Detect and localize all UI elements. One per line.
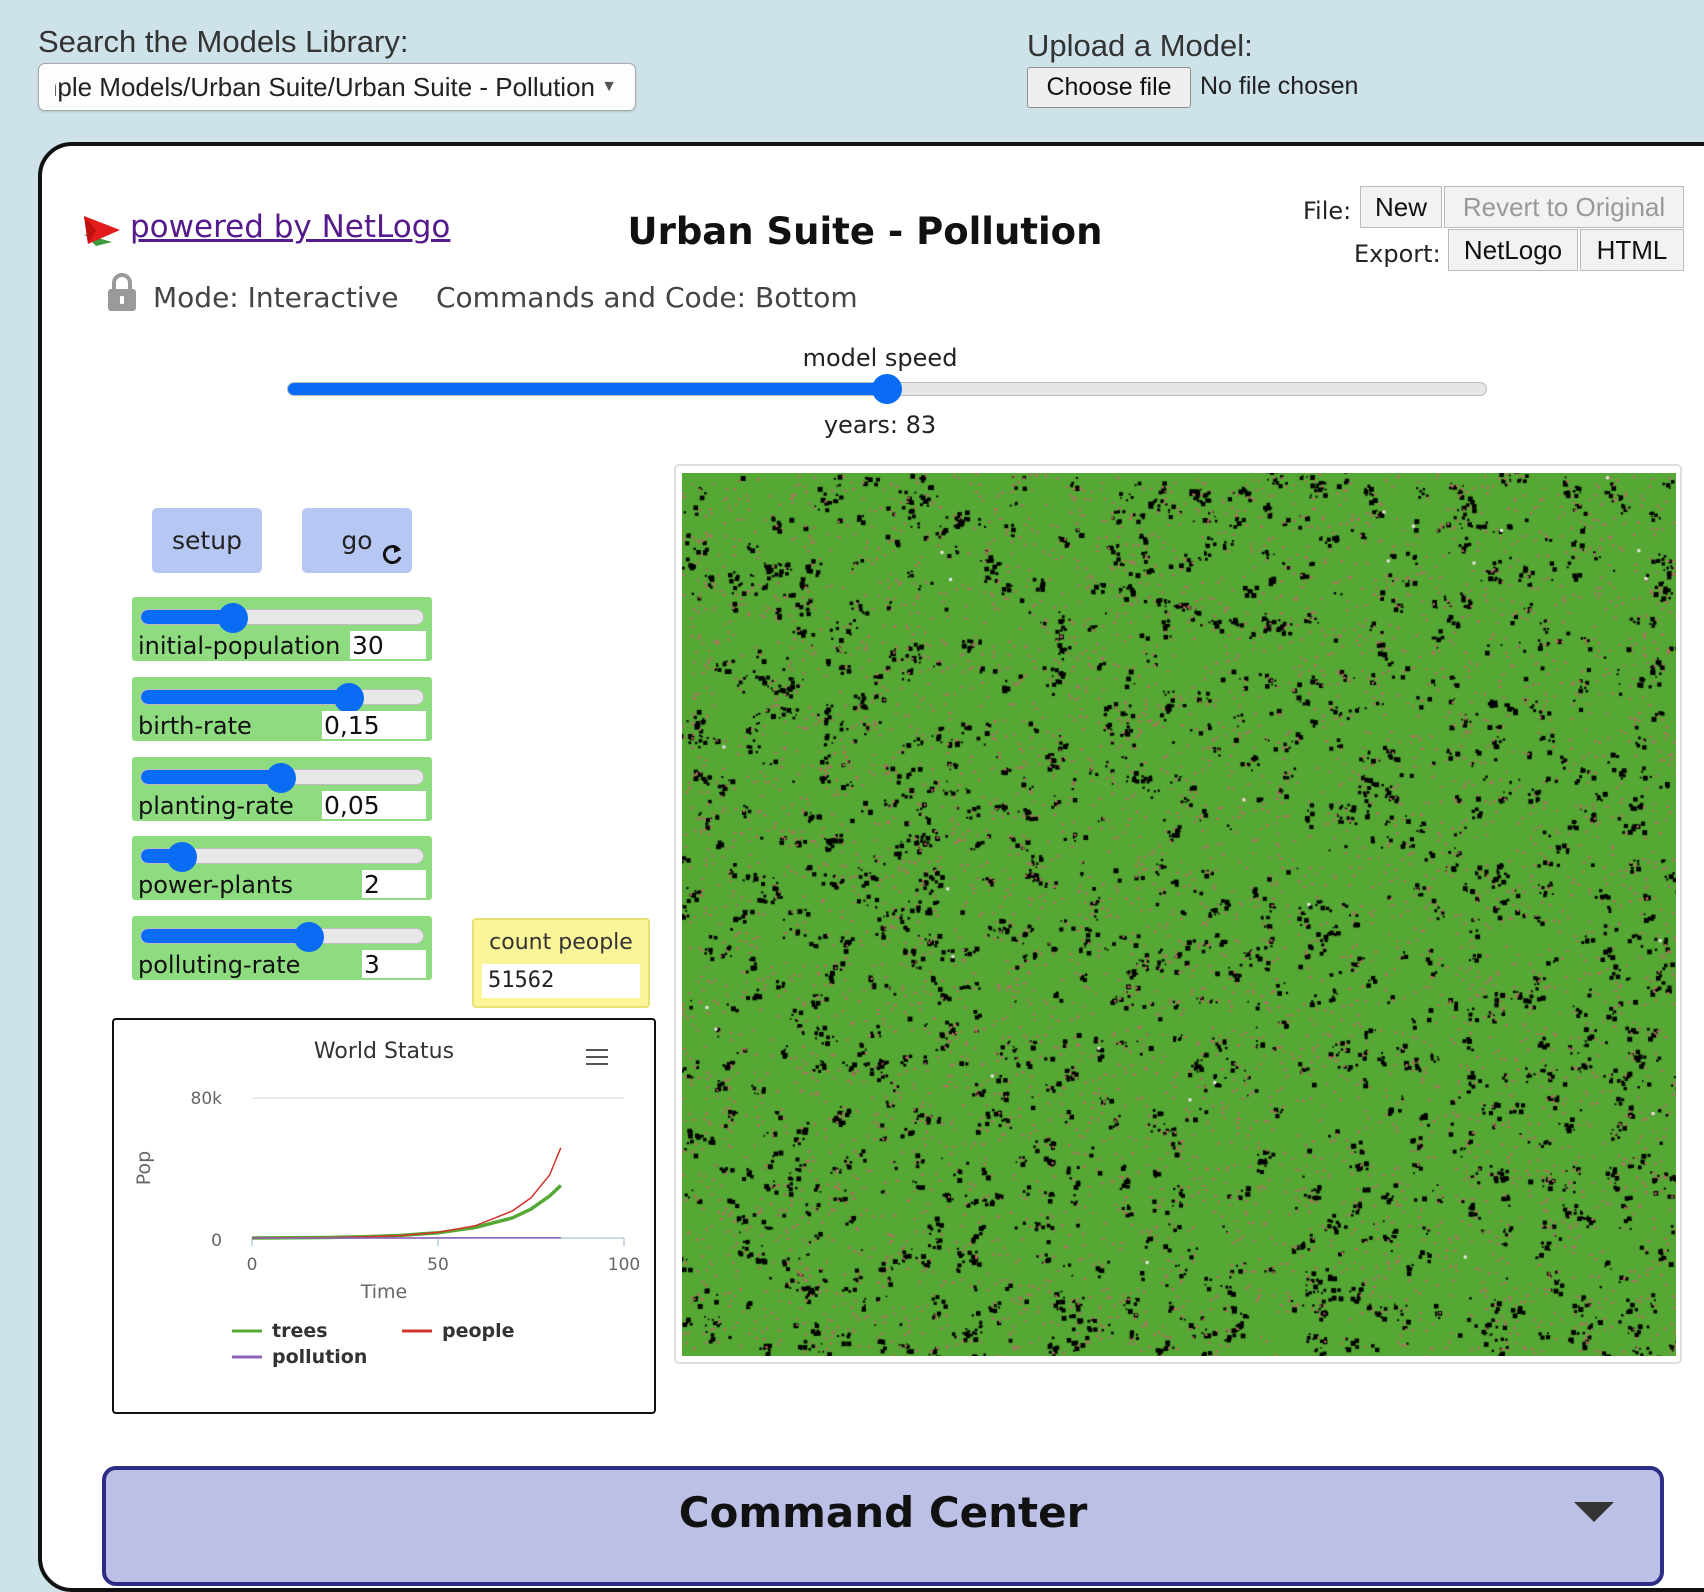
y-tick-label: 80k [191, 1089, 223, 1109]
monitor-label: count people [474, 930, 648, 955]
models-library-select[interactable]: Sample Models/Urban Suite/Urban Suite - … [38, 63, 636, 111]
slider-polluting-rate[interactable]: polluting-rate 3 [132, 916, 432, 980]
slider-fill [141, 690, 350, 704]
no-file-text: No file chosen [1200, 72, 1358, 101]
tick-counter: years: 83 [780, 411, 980, 439]
slider-planting-rate[interactable]: planting-rate 0,05 [132, 757, 432, 821]
slider-value[interactable]: 0,15 [322, 711, 426, 739]
netlogo-logo-icon [82, 212, 122, 246]
hamburger-menu-icon[interactable] [586, 1050, 608, 1064]
slider-value[interactable]: 3 [362, 950, 426, 978]
export-html-button[interactable]: HTML [1580, 229, 1684, 271]
slider-name: power-plants [138, 871, 293, 899]
slider-power-plants[interactable]: power-plants 2 [132, 836, 432, 900]
slider-thumb[interactable] [218, 603, 248, 633]
slider-value[interactable]: 0,05 [322, 791, 426, 819]
slider-value[interactable]: 2 [362, 870, 426, 898]
slider-thumb[interactable] [266, 763, 296, 793]
slider-thumb[interactable] [334, 683, 364, 713]
upload-model-label: Upload a Model: [1027, 28, 1253, 64]
y-tick-label: 0 [211, 1231, 222, 1251]
slider-thumb[interactable] [294, 922, 324, 952]
slider-name: planting-rate [138, 792, 294, 820]
model-title: Urban Suite - Pollution [580, 210, 1150, 253]
slider-fill [141, 929, 310, 943]
slider-birth-rate[interactable]: birth-rate 0,15 [132, 677, 432, 741]
slider-fill [141, 770, 282, 784]
series-line-people [252, 1148, 561, 1238]
file-label: File: [1303, 197, 1351, 225]
slider-name: polluting-rate [138, 951, 300, 979]
collapse-triangle-icon[interactable] [1574, 1502, 1614, 1522]
command-center-title: Command Center [106, 1488, 1660, 1537]
export-label: Export: [1354, 240, 1441, 268]
lock-icon[interactable] [106, 272, 138, 312]
go-button[interactable]: go [302, 508, 412, 573]
count-people-monitor: count people 51562 [472, 918, 650, 1008]
legend-label-pollution: pollution [272, 1346, 367, 1368]
world-view[interactable] [682, 473, 1676, 1356]
command-center-header[interactable]: Command Center [102, 1466, 1664, 1586]
mode-toggle[interactable]: Mode: Interactive [153, 281, 398, 314]
new-button[interactable]: New [1360, 186, 1442, 228]
x-tick-label: 0 [247, 1255, 258, 1275]
x-tick-label: 100 [608, 1255, 640, 1275]
export-netlogo-button[interactable]: NetLogo [1448, 229, 1578, 271]
slider-initial-population[interactable]: initial-population 30 [132, 597, 432, 661]
revert-to-original-button[interactable]: Revert to Original [1444, 186, 1684, 228]
slider-name: initial-population [138, 632, 340, 660]
series-line-trees [252, 1186, 561, 1239]
model-speed-thumb[interactable] [872, 374, 902, 404]
model-speed-slider[interactable] [287, 382, 1487, 396]
slider-track[interactable] [140, 928, 424, 944]
slider-value[interactable]: 30 [350, 631, 426, 659]
legend-label-people: people [442, 1320, 515, 1342]
slider-name: birth-rate [138, 712, 252, 740]
world-status-plot: World Status 80k 0 0 50 100 Time Pop trees people… [112, 1018, 656, 1414]
setup-button-label: setup [172, 526, 242, 555]
y-axis-label: Pop [133, 1151, 155, 1185]
forever-loop-icon [380, 542, 404, 566]
slider-thumb[interactable] [167, 842, 197, 872]
dropdown-arrow-icon: ▼ [601, 64, 617, 110]
powered-by-netlogo-link[interactable]: powered by NetLogo [130, 209, 450, 245]
legend-label-trees: trees [272, 1320, 328, 1342]
slider-track[interactable] [140, 609, 424, 625]
model-speed-fill [288, 383, 887, 395]
monitor-value: 51562 [482, 964, 640, 998]
model-speed-label: model speed [770, 344, 990, 372]
models-library-label: Search the Models Library: [38, 24, 408, 60]
x-tick-label: 50 [427, 1255, 449, 1275]
x-axis-label: Time [360, 1281, 408, 1303]
selected-model-text: Sample Models/Urban Suite/Urban Suite - … [55, 64, 595, 110]
commands-code-position-toggle[interactable]: Commands and Code: Bottom [436, 281, 858, 314]
go-button-label: go [341, 526, 372, 555]
plot-svg: World Status 80k 0 0 50 100 Time Pop trees people… [114, 1020, 654, 1412]
plot-title: World Status [314, 1039, 454, 1064]
choose-file-button[interactable]: Choose file [1027, 67, 1191, 108]
slider-track[interactable] [140, 689, 424, 705]
setup-button[interactable]: setup [152, 508, 262, 573]
